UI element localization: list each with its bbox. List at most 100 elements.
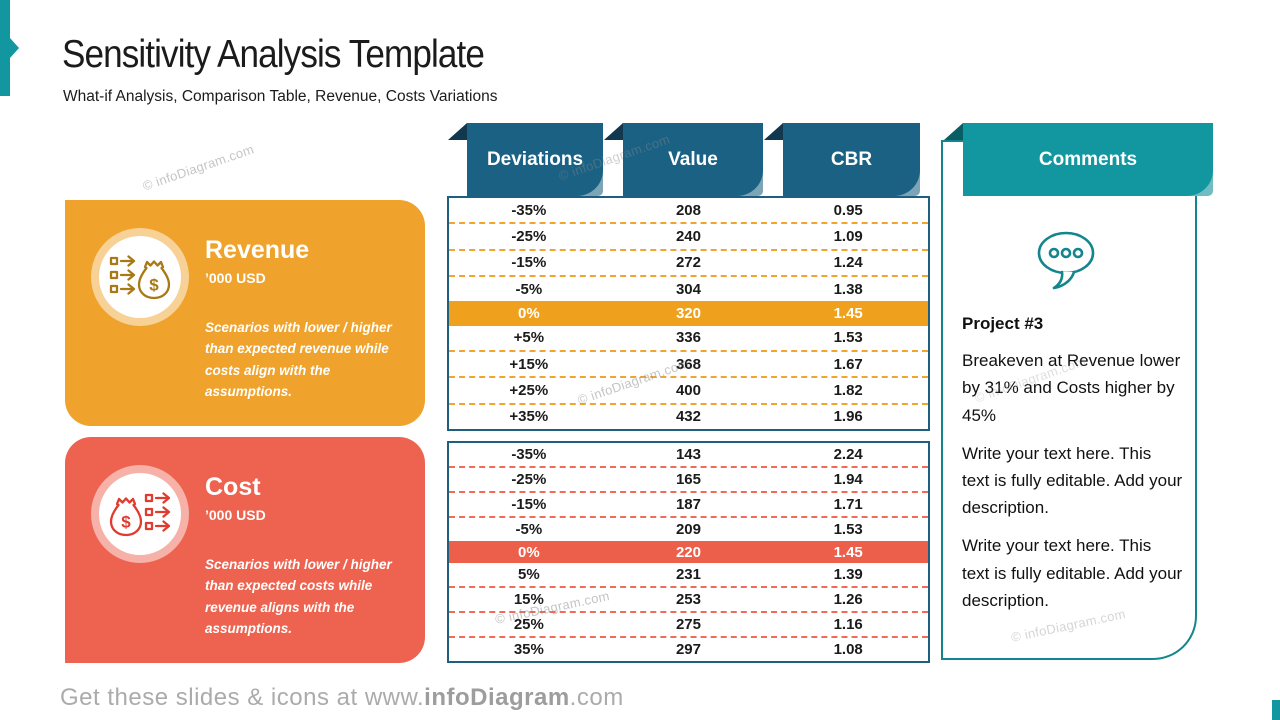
table-cell: 1.53 xyxy=(833,329,863,347)
table-cell: -5% xyxy=(515,280,543,298)
table-cell: 1.09 xyxy=(833,227,863,245)
table-cell: +15% xyxy=(509,355,549,373)
speech-bubble-icon xyxy=(1037,231,1095,290)
table-cell: 0.95 xyxy=(833,201,863,219)
cost-money-bag-icon: $ xyxy=(109,492,171,537)
table-cell: -15% xyxy=(511,254,547,272)
page-subtitle: What-if Analysis, Comparison Table, Reve… xyxy=(63,88,498,105)
table-row-baseline: 0% 220 1.45 xyxy=(449,540,928,564)
revenue-sensitivity-table: -35% 208 0.95 -25% 240 1.09 -15% 272 1.24 -5% 304 1… xyxy=(447,196,930,431)
table-cell: 143 xyxy=(675,445,701,463)
tab-value: Value xyxy=(604,123,763,196)
table-cell: 1.26 xyxy=(833,591,863,609)
table-cell: 220 xyxy=(675,543,701,561)
footer-brand: infoDiagram xyxy=(424,684,570,711)
cost-card: $ Cost ’000 USD Scenarios with lower / h… xyxy=(65,437,425,663)
table-row: 35% 297 1.08 xyxy=(449,638,928,661)
table-cell: 336 xyxy=(675,329,701,347)
footer-prefix: Get these slides & icons at www. xyxy=(60,684,425,711)
table-cell: 1.45 xyxy=(833,304,863,322)
table-row: 15% 253 1.26 xyxy=(449,588,928,614)
table-row: -35% 143 2.24 xyxy=(449,443,928,468)
table-cell: 0% xyxy=(517,304,540,322)
table-cell: +25% xyxy=(509,381,549,399)
table-cell: 368 xyxy=(675,355,701,373)
corner-accent xyxy=(1272,700,1280,720)
tab-comments-label: Comments xyxy=(1038,148,1138,170)
table-cell: -5% xyxy=(515,520,543,538)
table-cell: -25% xyxy=(511,470,547,488)
table-cell: 1.45 xyxy=(833,543,863,561)
tab-deviations-label: Deviations xyxy=(486,148,584,170)
tab-fold xyxy=(944,123,963,140)
table-cell: 320 xyxy=(675,304,701,322)
watermark: © infoDiagram.com xyxy=(140,141,256,194)
table-cell: 25% xyxy=(513,616,544,634)
table-row: -35% 208 0.95 xyxy=(449,198,928,225)
table-row: -25% 240 1.09 xyxy=(449,224,928,251)
svg-text:$: $ xyxy=(121,513,131,532)
table-row: -25% 165 1.94 xyxy=(449,468,928,493)
cost-icon-ring: $ xyxy=(91,465,189,563)
revenue-icon-ring: $ xyxy=(91,228,189,326)
table-cell: 1.53 xyxy=(833,520,863,538)
revenue-card: $ Revenue ’000 USD Scenarios with lower … xyxy=(65,200,425,426)
revenue-card-description: Scenarios with lower / higher than expec… xyxy=(205,320,392,399)
table-cell: 240 xyxy=(675,227,701,245)
table-row: +35% 432 1.96 xyxy=(449,405,928,429)
table-row: 5% 231 1.39 xyxy=(449,563,928,589)
svg-text:$: $ xyxy=(149,276,159,295)
table-cell: 1.67 xyxy=(833,355,863,373)
table-cell: 231 xyxy=(675,566,701,584)
cost-sensitivity-table: -35% 143 2.24 -25% 165 1.94 -15% 187 1.71 -5% 209 1… xyxy=(447,441,930,663)
table-cell: 209 xyxy=(675,520,701,538)
table-cell: 1.24 xyxy=(833,254,863,272)
revenue-card-title: Revenue xyxy=(205,236,310,264)
tab-fold xyxy=(448,123,467,140)
footer-credit: Get these slides & icons at www.infoDiag… xyxy=(60,684,624,712)
table-cell: 253 xyxy=(675,591,701,609)
table-cell: 1.08 xyxy=(833,641,863,659)
revenue-card-unit: ’000 USD xyxy=(205,270,266,286)
table-row: +5% 336 1.53 xyxy=(449,326,928,352)
comments-paragraph: Breakeven at Revenue lower by 31% and Co… xyxy=(962,351,1181,425)
table-cell: +5% xyxy=(513,329,545,347)
comments-project-label: Project #3 xyxy=(962,314,1044,333)
table-row: -15% 272 1.24 xyxy=(449,251,928,277)
table-cell: -25% xyxy=(511,227,547,245)
cost-icon-circle: $ xyxy=(99,473,181,555)
tab-cbr-label: CBR xyxy=(830,148,873,170)
table-cell: 208 xyxy=(675,201,701,219)
table-cell: 187 xyxy=(675,495,701,513)
table-cell: 15% xyxy=(513,591,544,609)
table-row: -5% 304 1.38 xyxy=(449,277,928,301)
cost-card-title: Cost xyxy=(205,473,261,501)
table-cell: 1.96 xyxy=(833,408,863,426)
tab-fold xyxy=(764,123,783,140)
table-cell: 304 xyxy=(675,280,701,298)
table-row: +15% 368 1.67 xyxy=(449,352,928,379)
comments-paragraph: Write your text here. This text is fully… xyxy=(962,536,1183,610)
tab-fold xyxy=(604,123,623,140)
tab-deviations: Deviations xyxy=(448,123,603,196)
left-arrow-accent xyxy=(0,0,19,96)
comments-panel: Project #3 Breakeven at Revenue lower by… xyxy=(941,140,1197,660)
table-cell: 1.82 xyxy=(833,381,863,399)
comments-paragraph: Write your text here. This text is fully… xyxy=(962,443,1183,518)
table-cell: -35% xyxy=(511,201,547,219)
table-cell: 400 xyxy=(675,381,701,399)
tab-cbr: CBR xyxy=(764,123,920,196)
table-row-baseline: 0% 320 1.45 xyxy=(449,301,928,326)
table-cell: 275 xyxy=(675,616,701,634)
table-cell: 35% xyxy=(513,641,544,659)
table-row: +25% 400 1.82 xyxy=(449,378,928,405)
table-cell: 1.39 xyxy=(833,566,863,584)
revenue-icon-circle: $ xyxy=(99,236,181,318)
table-cell: 1.38 xyxy=(833,280,863,298)
table-cell: 5% xyxy=(517,566,540,584)
revenue-money-bag-icon: $ xyxy=(109,255,171,300)
table-cell: -35% xyxy=(511,445,547,463)
tab-value-label: Value xyxy=(668,148,718,170)
cost-card-description: Scenarios with lower / higher than expec… xyxy=(205,557,392,636)
